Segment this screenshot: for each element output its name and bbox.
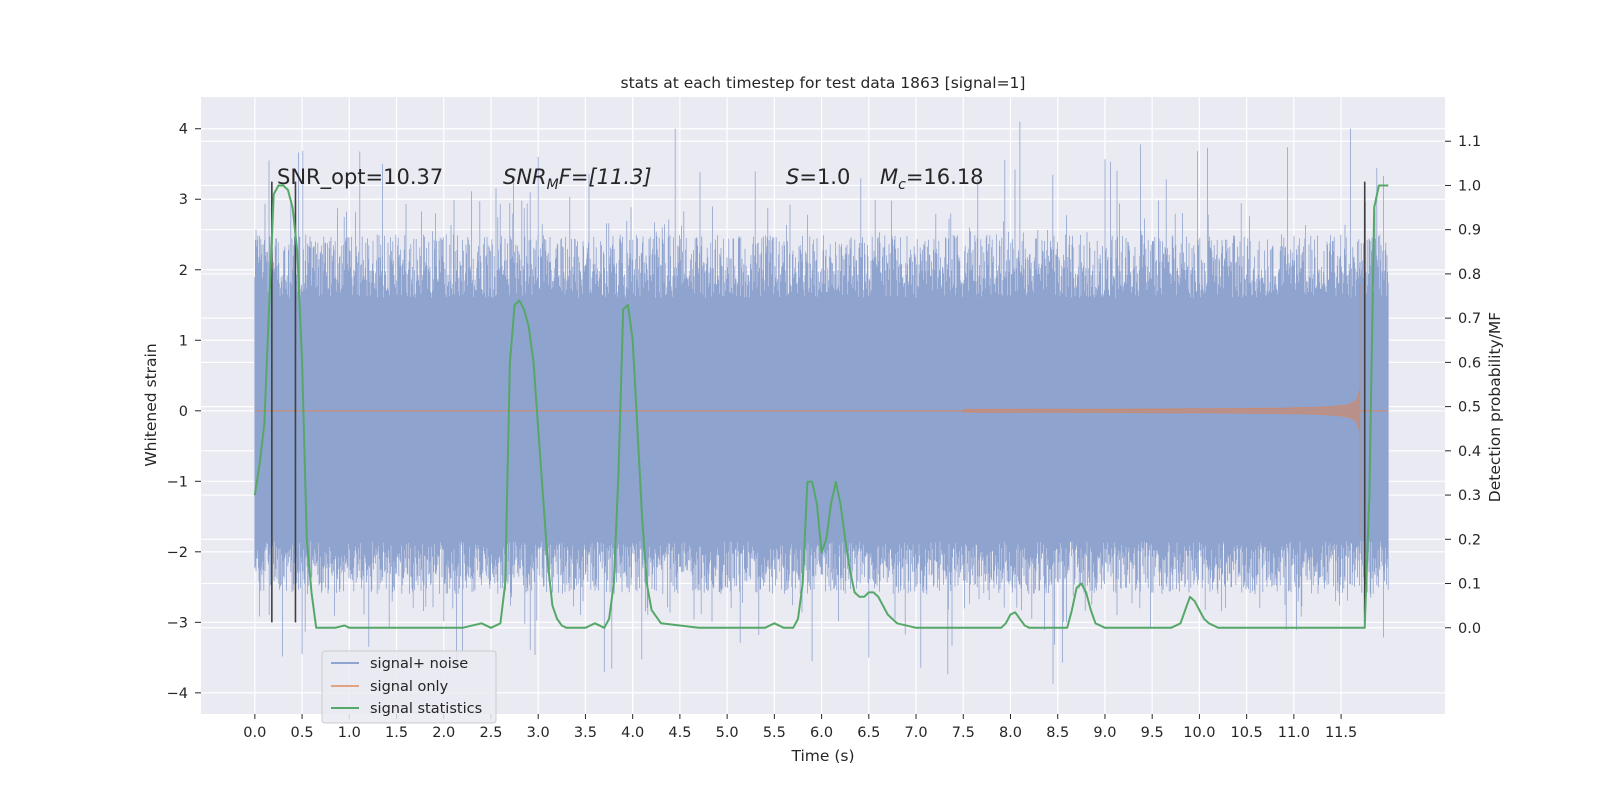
x-axis-ticks: 0.0 0.5 1.0 1.5 2.0 2.5 3.0 3.5 4.0 4.5 5.0 5.5 6.0 6… [243, 714, 1357, 741]
x-tick-label: 7.5 [952, 725, 975, 741]
mc-subscript: c [898, 177, 906, 193]
y2-tick-label: 0.5 [1458, 400, 1481, 416]
y-tick-label: −4 [167, 686, 188, 702]
x-tick-label: 8.5 [1046, 725, 1069, 741]
x-tick-label: 7.0 [905, 725, 928, 741]
y2-tick-label: 0.1 [1458, 577, 1481, 593]
legend-label-noise: signal+ noise [370, 656, 468, 672]
mc-symbol: M [880, 165, 898, 189]
noise-series [254, 121, 1389, 684]
x-tick-label: 0.0 [243, 725, 266, 741]
y-axis-label: Whitened strain [142, 343, 160, 466]
legend-label-signal: signal only [370, 679, 449, 695]
x-tick-label: 1.5 [385, 725, 408, 741]
x-tick-label: 10.0 [1183, 725, 1215, 741]
x-tick-label: 6.0 [810, 725, 833, 741]
legend-box [321, 650, 497, 724]
signal-envelope [962, 283, 1361, 538]
y-tick-label: −2 [167, 545, 188, 561]
y2-tick-label: 1.1 [1458, 134, 1481, 150]
s-symbol: S [786, 165, 799, 189]
annotation-snr-mf: SNRMF=[11.3] [503, 165, 652, 193]
x-tick-label: 5.5 [763, 725, 786, 741]
x-tick-label: 4.5 [668, 725, 691, 741]
x-tick-label: 6.5 [857, 725, 880, 741]
annotation-mc: Mc=16.18 [880, 165, 984, 193]
y-tick-label: −1 [167, 474, 188, 490]
x-tick-label: 3.5 [574, 725, 597, 741]
y-tick-label: 2 [179, 263, 188, 279]
x-tick-label: 0.5 [291, 725, 314, 741]
x-tick-label: 2.0 [432, 725, 455, 741]
x-tick-label: 9.5 [1141, 725, 1164, 741]
annotation-snr-opt: SNR_opt=10.37 [277, 165, 443, 190]
annotation-s: S=1.0 [786, 165, 850, 189]
y2-tick-label: 0.8 [1458, 267, 1481, 283]
x-tick-label: 1.0 [338, 725, 361, 741]
y-tick-label: 1 [179, 333, 188, 349]
y2-tick-label: 0.3 [1458, 488, 1481, 504]
mc-value: =16.18 [906, 165, 984, 189]
y2-tick-label: 1.0 [1458, 178, 1481, 194]
y-axis-ticks: 4 3 2 1 0 −1 −2 −3 −4 [167, 122, 201, 702]
legend: signal+ noise signal only signal statist… [321, 650, 497, 724]
x-tick-label: 5.0 [716, 725, 739, 741]
legend-label-stats: signal statistics [370, 701, 482, 717]
y2-axis-ticks: 1.1 1.0 0.9 0.8 0.7 0.6 0.5 0.4 0.3 0.2 0.1 0.0 [1445, 134, 1481, 637]
y2-tick-label: 0.9 [1458, 223, 1481, 239]
x-tick-label: 8.0 [999, 725, 1022, 741]
x-tick-label: 2.5 [479, 725, 502, 741]
s-value: =1.0 [799, 165, 850, 189]
x-tick-label: 3.0 [527, 725, 550, 741]
stats-line [253, 184, 1389, 629]
y2-tick-label: 0.4 [1458, 444, 1481, 460]
y2-tick-label: 0.0 [1458, 621, 1481, 637]
y2-tick-label: 0.7 [1458, 311, 1481, 327]
y-tick-label: −3 [167, 615, 188, 631]
snr-mf-subscript: M [547, 177, 559, 193]
y-tick-label: 4 [179, 122, 188, 138]
snr-mf-rest: F=[11.3] [559, 165, 652, 189]
x-tick-label: 4.0 [621, 725, 644, 741]
x-tick-label: 11.5 [1325, 725, 1357, 741]
x-tick-label: 10.5 [1230, 725, 1262, 741]
x-tick-label: 9.0 [1093, 725, 1116, 741]
x-axis-label: Time (s) [790, 747, 854, 765]
y2-axis-label: Detection probability/MF [1486, 312, 1504, 503]
y2-tick-label: 0.6 [1458, 355, 1481, 371]
x-tick-label: 11.0 [1278, 725, 1310, 741]
y2-tick-label: 0.2 [1458, 532, 1481, 548]
snr-mf-prefix: SNR [503, 165, 547, 189]
stats-series [253, 184, 1389, 629]
y-tick-label: 3 [179, 192, 188, 208]
y-tick-label: 0 [179, 404, 188, 420]
chart-title: stats at each timestep for test data 186… [621, 74, 1026, 92]
